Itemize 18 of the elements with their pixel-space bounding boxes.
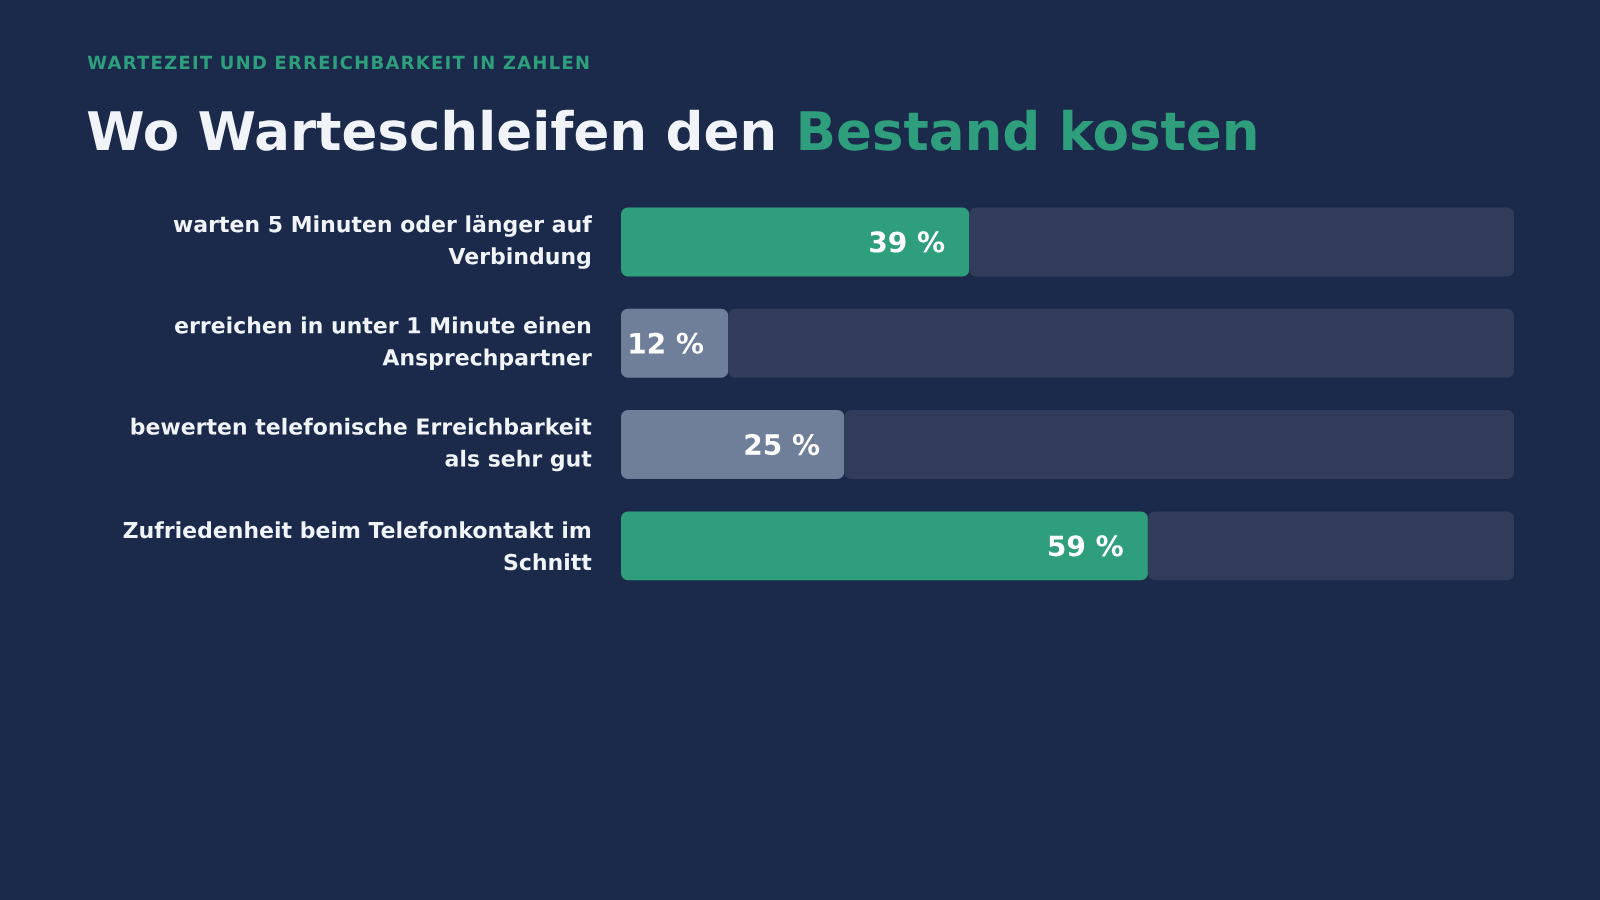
text: WARTEZEIT UND ERREICHBARKEIT IN ZAHLEN: [87, 55, 589, 70]
y-tick-label: bewerten telefonische Erreichbarkeit als sehr gut: [131, 417, 592, 472]
data-label: 12 %: [630, 332, 704, 354]
bar: [621, 308, 729, 378]
bar: [1147, 511, 1515, 581]
y-tick-label: Zufriedenheit beim Telefonkontakt im Schnitt: [123, 521, 592, 571]
data-label: 39 %: [870, 231, 945, 253]
data-label: 25 %: [745, 433, 820, 456]
bar: [621, 410, 845, 479]
bar: [621, 207, 970, 277]
y-tick-label: warten 5 Minuten oder länger auf Verbindung: [173, 215, 592, 269]
chart-title: Wo Warteschleifen den Bestand kosten: [87, 109, 1256, 151]
bar: [969, 207, 1515, 277]
bar: [728, 308, 1515, 378]
bar: [844, 410, 1515, 479]
bar: [621, 511, 1148, 581]
data-label: 59 %: [1049, 535, 1123, 557]
y-tick-label: erreichen in unter 1 Minute einen Ansprechpartner: [175, 316, 592, 370]
